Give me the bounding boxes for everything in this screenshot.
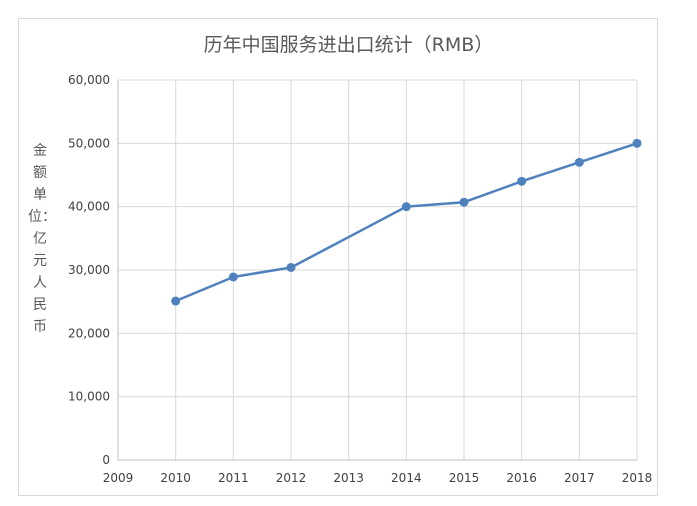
x-tick-label: 2012 [276,471,307,485]
x-tick-label: 2016 [506,471,537,485]
data-point [286,262,296,272]
data-point [401,202,411,212]
data-point [574,157,584,167]
series-line [175,142,638,303]
chart-title: 历年中国服务进出口统计（RMB） [203,34,494,56]
y-tick-label: 30,000 [68,263,110,277]
x-tick-label: 2013 [333,471,364,485]
data-point [459,197,469,207]
x-tick-label: 2011 [218,471,249,485]
y-tick-label: 60,000 [68,73,110,87]
y-tick-label: 40,000 [68,200,110,214]
x-tick-label: 2010 [160,471,191,485]
x-tick-label: 2018 [622,471,653,485]
y-axis-label: 金额单位：亿元人民币 [28,143,56,335]
data-point [632,138,642,148]
y-tick-label: 20,000 [68,326,110,340]
data-point [228,272,238,282]
x-tick-label: 2015 [449,471,480,485]
x-tick-label: 2009 [103,471,134,485]
y-tick-label: 10,000 [68,390,110,404]
y-tick-label: 0 [102,453,110,467]
x-tick-label: 2017 [564,471,595,485]
chart-frame [18,18,658,496]
data-point [517,176,527,186]
x-tick-label: 2014 [391,471,422,485]
data-point [171,296,181,306]
y-tick-label: 50,000 [68,136,110,150]
